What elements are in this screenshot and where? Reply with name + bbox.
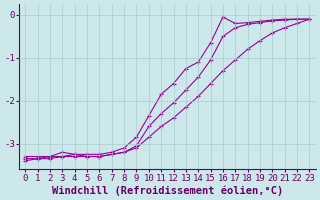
X-axis label: Windchill (Refroidissement éolien,°C): Windchill (Refroidissement éolien,°C) <box>52 185 283 196</box>
